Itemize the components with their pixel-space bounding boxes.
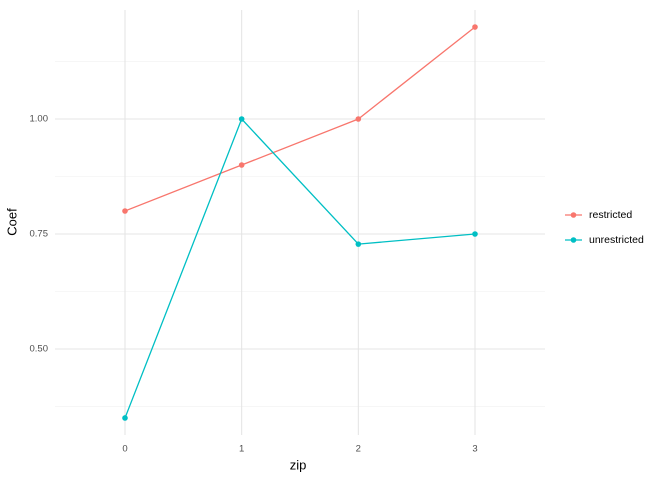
data-point	[472, 24, 478, 30]
data-point	[355, 116, 362, 122]
legend-label: restricted	[589, 209, 632, 221]
data-point	[355, 241, 362, 247]
y-axis-title: Coef	[4, 208, 19, 236]
x-axis-title: zip	[290, 457, 307, 472]
data-point	[122, 415, 128, 421]
data-point	[238, 116, 245, 122]
x-tick-label: 1	[239, 444, 244, 455]
legend-key-point	[570, 212, 577, 218]
x-tick-label: 2	[356, 444, 361, 455]
series-line	[124, 117, 476, 419]
y-tick-label: 0.50	[30, 344, 49, 355]
data-point	[122, 208, 128, 214]
x-tick-label: 0	[122, 444, 127, 455]
data-point	[472, 231, 478, 237]
data-point	[238, 162, 245, 168]
legend-label: unrestricted	[589, 234, 644, 246]
y-tick-label: 1.00	[30, 114, 49, 125]
legend-key-point	[570, 237, 577, 243]
x-tick-label: 3	[472, 444, 477, 455]
series-line	[124, 26, 476, 212]
y-tick-label: 0.75	[30, 229, 49, 240]
